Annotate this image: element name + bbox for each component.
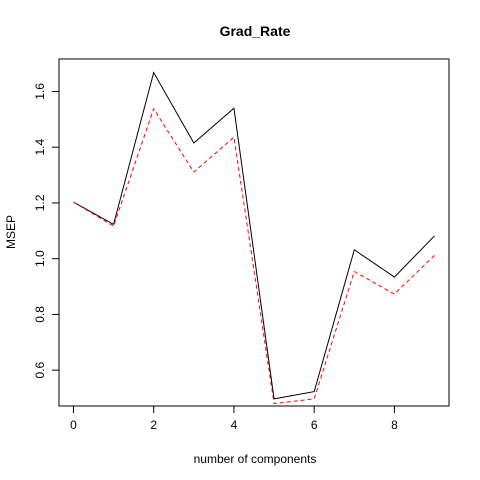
series-line-1 (73, 71, 435, 400)
chart-title: Grad_Rate (220, 23, 291, 39)
y-tick-label: 1.6 (33, 83, 47, 100)
y-axis: 0.6 0.8 1.0 1.2 1.4 1.6 (33, 83, 60, 379)
y-tick-label: 1.2 (33, 194, 47, 211)
x-tick-label: 0 (70, 418, 77, 432)
y-tick-label: 1.0 (33, 250, 47, 267)
x-tick-label: 4 (231, 418, 238, 432)
x-axis: 0 2 4 6 8 (70, 405, 398, 432)
plot-frame (58, 58, 450, 407)
x-tick-label: 2 (150, 418, 157, 432)
y-tick-label: 0.6 (33, 361, 47, 378)
y-axis-label: MSEP (4, 215, 18, 249)
x-axis-label: number of components (194, 452, 317, 466)
series-layer (73, 71, 435, 405)
x-tick-label: 8 (391, 418, 398, 432)
y-tick-label: 1.4 (33, 139, 47, 156)
series-line-2 (73, 107, 435, 405)
y-tick-label: 0.8 (33, 306, 47, 323)
x-tick-label: 6 (311, 418, 318, 432)
